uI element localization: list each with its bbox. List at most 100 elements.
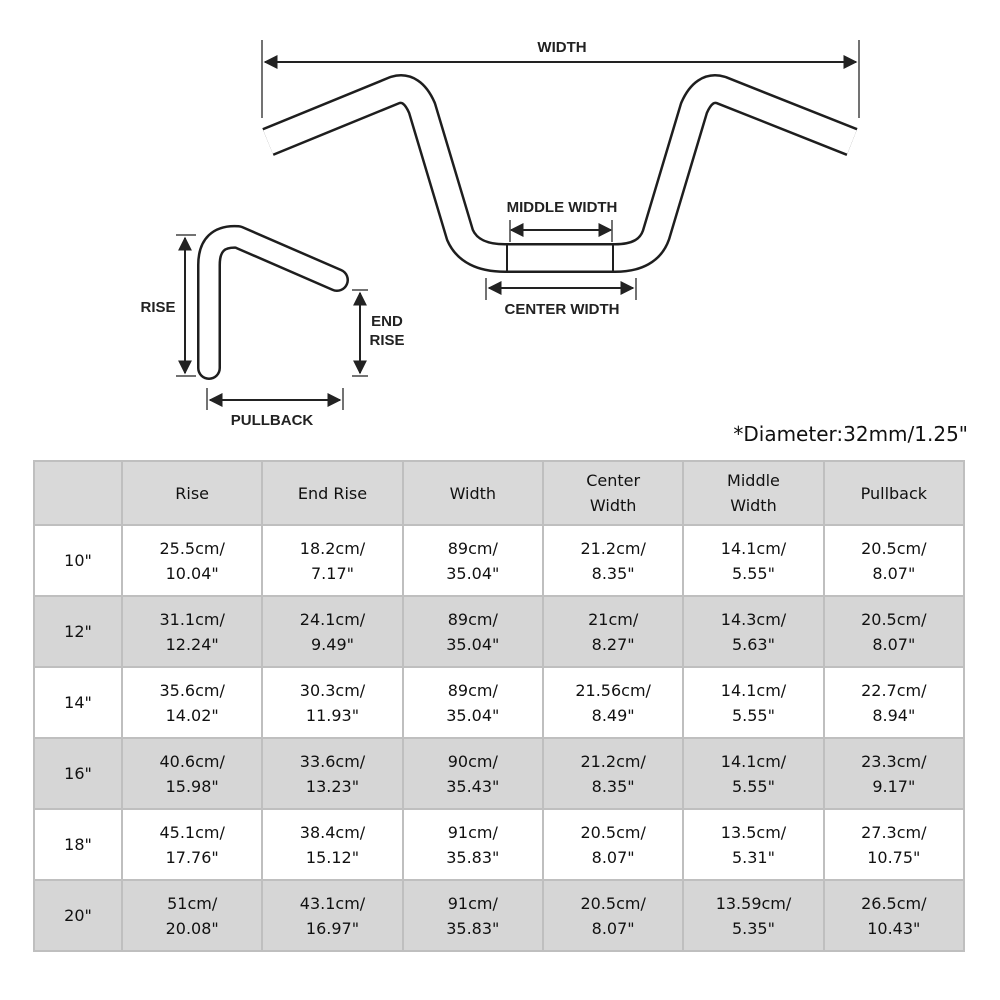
cell-imperial: 8.35" [591,563,635,583]
handlebar-front-view [262,74,858,273]
table-cell: 89cm/35.04" [401,666,544,739]
table-cell: 23.3cm/9.17" [822,737,966,810]
table-cell: 40.6cm/15.98" [120,737,264,810]
cell-imperial: 9.17" [872,776,916,796]
cell-metric: 20.5cm/ [861,609,927,629]
width-label: WIDTH [537,39,586,56]
cell-metric: 20.5cm/ [580,893,646,913]
table-row: 20" 51cm/20.08" 43.1cm/16.97" 91cm/35.83" 20… [33,879,966,952]
handlebar-diagram: WIDTH MIDDLE WIDTH CENTER WIDTH RISE END… [140,39,860,429]
pullback-dimension: PULLBACK [206,388,344,429]
cell-imperial: 8.27" [591,634,635,654]
cell-imperial: 8.07" [591,918,635,938]
column-header: Center Width [541,460,685,526]
cell-metric: 90cm/ [447,751,498,771]
table-cell: 13.59cm/5.35" [682,879,825,952]
cell-metric: 14.3cm/ [720,609,787,629]
cell-imperial: 8.49" [591,705,635,725]
table-cell: 21.2cm/8.35" [541,737,685,810]
table-cell: 22.7cm/8.94" [822,666,966,739]
table-row: 10" 25.5cm/10.04" 18.2cm/7.17" 89cm/35.04" 2… [33,524,966,597]
table-cell: 33.6cm/13.23" [261,737,404,810]
cell-metric: 35.6cm/ [159,680,225,700]
cell-imperial: 20.08" [165,918,219,938]
cell-imperial: 8.35" [591,776,635,796]
cell-metric: 91cm/ [447,822,498,842]
width-dimension: WIDTH [261,39,860,118]
table-row: 12" 31.1cm/12.24" 24.1cm/9.49" 89cm/35.04" 2… [33,595,966,668]
cell-imperial: 9.49" [311,634,354,654]
cell-metric: 21.2cm/ [580,538,646,558]
end-rise-label-line1: END [371,313,403,330]
cell-imperial: 35.04" [446,705,500,725]
handlebar-side-view [197,224,349,380]
cell-metric: 21.2cm/ [580,751,646,771]
middle-width-dimension: MIDDLE WIDTH [507,199,617,242]
table-row: 14" 35.6cm/14.02" 30.3cm/11.93" 89cm/35.04"… [33,666,966,739]
column-header: End Rise [261,460,404,526]
table-cell: 18.2cm/7.17" [261,524,404,597]
cell-imperial: 8.94" [872,705,916,725]
cell-metric: 27.3cm/ [861,822,927,842]
cell-imperial: 35.83" [446,918,500,938]
center-width-label: CENTER WIDTH [505,301,620,318]
table-cell: 43.1cm/16.97" [261,879,404,952]
cell-imperial: 35.04" [446,634,500,654]
cell-metric: 23.3cm/ [861,751,927,771]
pullback-label: PULLBACK [231,412,314,429]
cell-metric: 40.6cm/ [159,751,225,771]
cell-imperial: 17.76" [165,847,219,867]
column-header-line: Center [586,471,641,490]
cell-metric: 25.5cm/ [159,538,225,558]
table-cell: 20.5cm/8.07" [541,808,685,881]
column-header-line: Middle [727,471,780,490]
cell-metric: 14.1cm/ [720,538,787,558]
table-cell: 89cm/35.04" [401,524,544,597]
row-size-cell: 12" [33,595,123,668]
table-cell: 14.3cm/5.63" [682,595,825,668]
cell-metric: 20.5cm/ [580,822,646,842]
table-cell: 21cm/8.27" [541,595,685,668]
column-header-line: End Rise [297,483,368,503]
cell-metric: 43.1cm/ [299,893,366,913]
cell-imperial: 13.23" [305,776,360,796]
column-header: Pullback [822,460,966,526]
table-cell: 90cm/35.43" [401,737,544,810]
table-cell: 38.4cm/15.12" [261,808,404,881]
cell-metric: 30.3cm/ [299,680,366,700]
row-size-cell: 10" [33,524,123,597]
cell-metric: 14.1cm/ [720,751,787,771]
table-row: 18" 45.1cm/17.76" 38.4cm/15.12" 91cm/35.83"… [33,808,966,881]
cell-imperial: 7.17" [311,563,354,583]
row-size-cell: 14" [33,666,123,739]
cell-metric: 38.4cm/ [299,822,366,842]
cell-imperial: 15.12" [305,847,360,867]
cell-metric: 89cm/ [447,538,498,558]
cell-imperial: 8.07" [591,847,635,867]
table-cell: 89cm/35.04" [401,595,544,668]
cell-imperial: 35.43" [446,776,500,796]
table-cell: 35.6cm/14.02" [120,666,264,739]
table-cell: 21.2cm/8.35" [541,524,685,597]
table-cell: 91cm/35.83" [401,879,544,952]
table-cell: 51cm/20.08" [120,879,264,952]
cell-imperial: 8.07" [872,563,916,583]
cell-imperial: 5.35" [731,918,775,938]
diameter-note: *Diameter:32mm/1.25" [733,422,968,446]
column-header-line: Width [589,496,637,515]
cell-metric: 13.5cm/ [720,822,787,842]
cell-imperial: 35.83" [446,847,500,867]
table-cell: 14.1cm/5.55" [682,737,825,810]
cell-metric: 21.56cm/ [575,680,651,700]
cell-metric: 13.59cm/ [715,893,792,913]
cell-metric: 20.5cm/ [861,538,927,558]
cell-imperial: 5.31" [731,847,775,867]
cell-metric: 18.2cm/ [299,538,366,558]
table-cell: 45.1cm/17.76" [120,808,264,881]
table-cell: 14.1cm/5.55" [682,666,825,739]
table-cell: 27.3cm/10.75" [822,808,966,881]
cell-imperial: 12.24" [165,634,219,654]
cell-metric: 21cm/ [588,609,639,629]
cell-metric: 51cm/ [167,893,218,913]
column-header [33,460,123,526]
